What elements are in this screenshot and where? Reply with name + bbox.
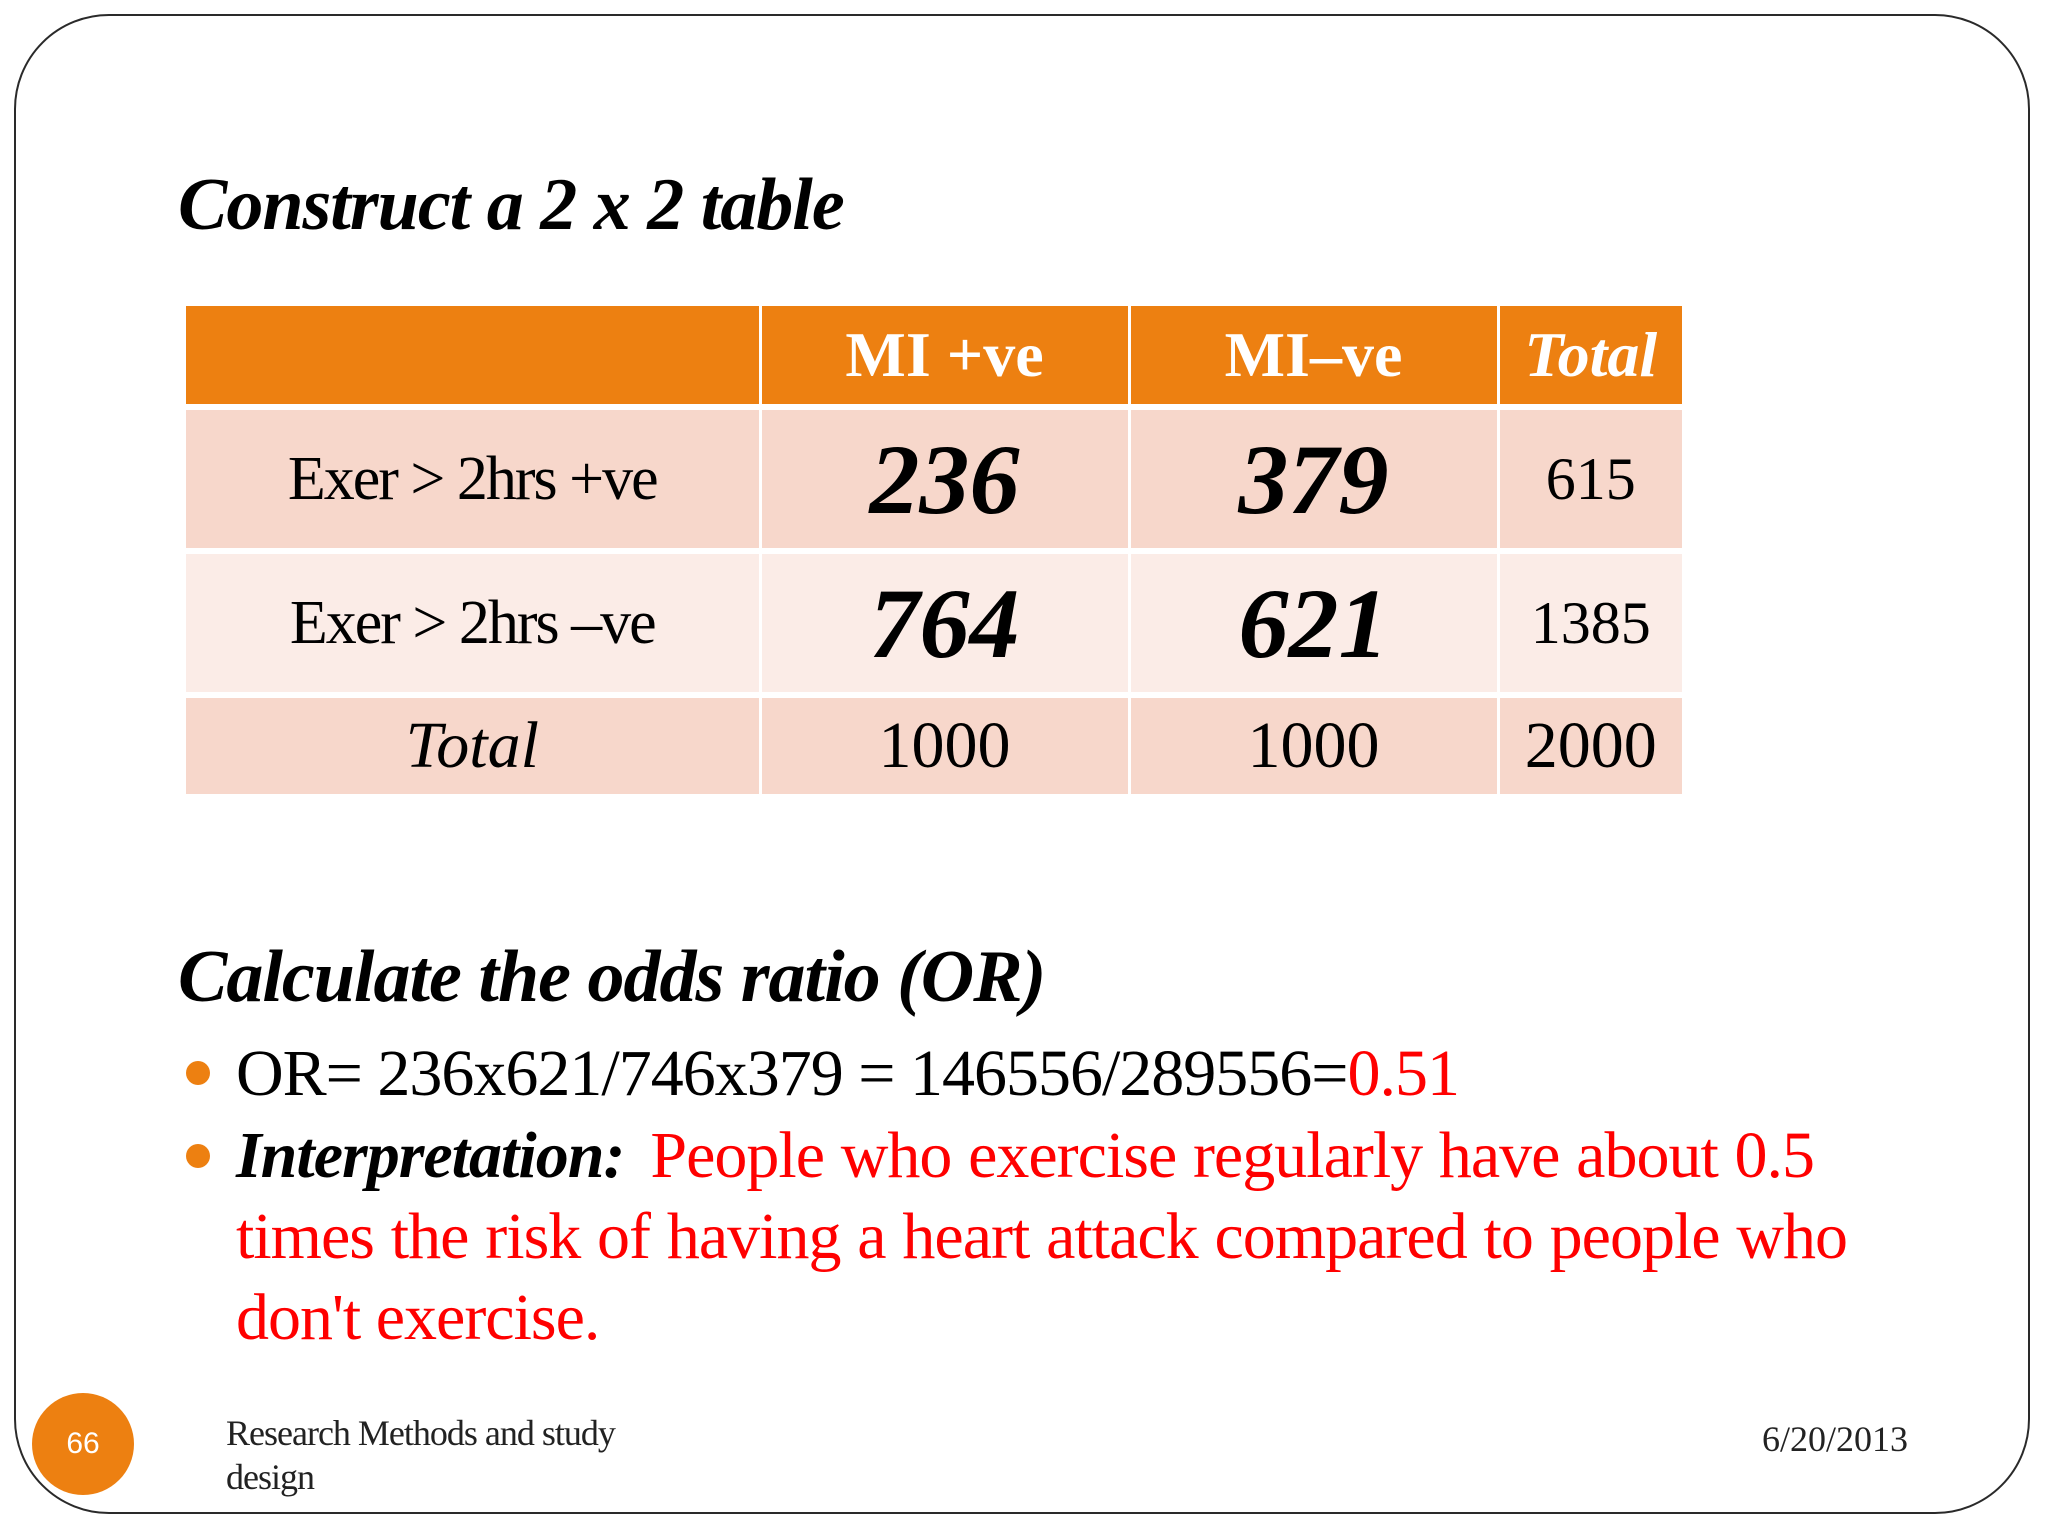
- interpretation-text: People who exercise regularly have about…: [236, 1119, 1914, 1354]
- header-cell-mi-positive: MI +ve: [758, 306, 1129, 407]
- table-header-row: MI +ve MI–ve Total: [186, 306, 1682, 407]
- header-cell-total: Total: [1496, 306, 1682, 407]
- cell-mi-negative: 1000: [1127, 692, 1498, 794]
- interpretation-label: Interpretation:: [236, 1119, 625, 1192]
- bullet-list: OR= 236x621/746x379 = 146556/289556=0.51…: [178, 1035, 1914, 1358]
- cell-total: 1385: [1496, 548, 1682, 695]
- bullet-or-formula: OR= 236x621/746x379 = 146556/289556=0.51: [178, 1035, 1913, 1113]
- cell-total: 615: [1496, 404, 1682, 551]
- header-cell-empty: [186, 306, 760, 407]
- footer-date: 6/20/2013: [1761, 1419, 1908, 1459]
- odds-ratio-heading: Calculate the odds ratio (OR): [178, 936, 1046, 1018]
- bullet-dot-icon: [186, 1144, 210, 1168]
- row-label: Exer > 2hrs –ve: [186, 548, 760, 695]
- row-label: Exer > 2hrs +ve: [186, 404, 760, 551]
- cell-mi-positive: 764: [758, 548, 1129, 695]
- table-row: Exer > 2hrs +ve 236 379 615: [186, 404, 1682, 551]
- cell-mi-negative: 379: [1127, 404, 1498, 551]
- table-heading: Construct a 2 x 2 table: [178, 164, 845, 246]
- contingency-table: MI +ve MI–ve Total Exer > 2hrs +ve 236 3…: [186, 306, 1682, 794]
- cell-mi-negative: 621: [1127, 548, 1498, 695]
- slide-frame: [14, 14, 2030, 1514]
- cell-mi-positive: 1000: [758, 692, 1129, 794]
- table-row-total: Total 1000 1000 2000: [186, 692, 1682, 794]
- slide-number-badge: 66: [32, 1393, 134, 1495]
- cell-total: 2000: [1496, 692, 1682, 794]
- table-row: Exer > 2hrs –ve 764 621 1385: [186, 548, 1682, 695]
- or-formula-text: OR= 236x621/746x379 = 146556/289556=: [236, 1037, 1349, 1110]
- bullet-dot-icon: [186, 1061, 210, 1085]
- header-cell-mi-negative: MI–ve: [1127, 306, 1498, 407]
- or-value: 0.51: [1347, 1037, 1460, 1110]
- row-label: Total: [186, 692, 760, 794]
- bullet-interpretation: Interpretation: People who exercise regul…: [178, 1115, 1914, 1358]
- footer-title: Research Methods and study design: [226, 1413, 616, 1497]
- cell-mi-positive: 236: [758, 404, 1129, 551]
